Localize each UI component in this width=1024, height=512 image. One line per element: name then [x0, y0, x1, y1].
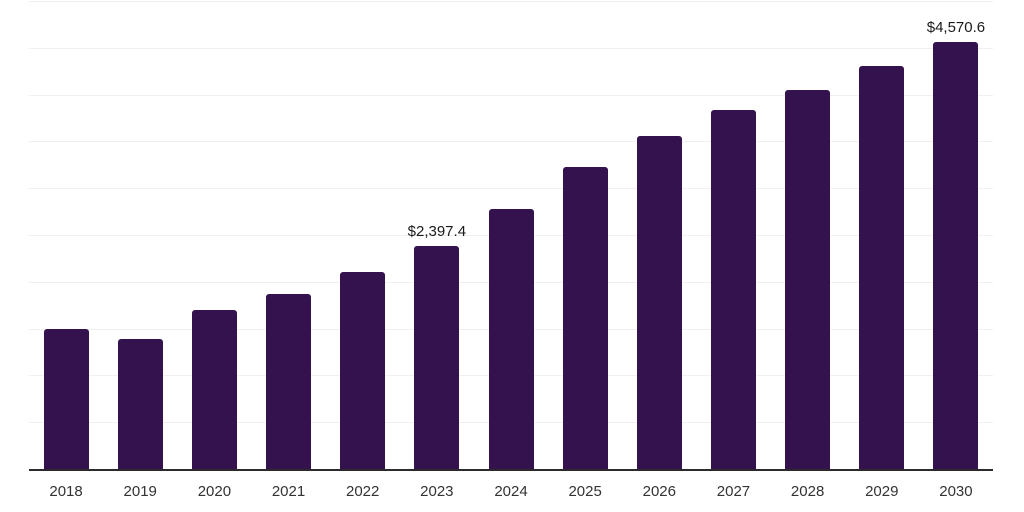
bar-2022: [340, 272, 386, 470]
x-tick-2022: 2022: [346, 483, 380, 500]
gridline: [29, 94, 993, 96]
bar-2025: [562, 166, 608, 470]
x-tick-2024: 2024: [494, 483, 528, 500]
x-tick-2019: 2019: [123, 483, 157, 500]
bar-2023: [414, 245, 460, 470]
bar-2024: [488, 208, 534, 470]
x-tick-2018: 2018: [49, 483, 83, 500]
bar-2027: [710, 110, 756, 470]
bar-2020: [191, 309, 237, 470]
x-axis-line: [29, 469, 993, 471]
x-tick-2029: 2029: [865, 483, 899, 500]
x-tick-2020: 2020: [197, 483, 232, 500]
bar-2021: [266, 294, 312, 470]
bar-2019: [117, 338, 163, 470]
bar-value-label-2023: $2,397.4: [407, 222, 467, 240]
x-tick-2030: 2030: [939, 483, 973, 500]
gridline: [29, 188, 993, 190]
bar-2028: [785, 89, 831, 470]
bar-2029: [859, 66, 905, 470]
x-tick-2023: 2023: [420, 483, 454, 500]
x-tick-2026: 2026: [642, 483, 676, 500]
gridline: [29, 141, 993, 143]
bar-value-label-2030: $4,570.6: [926, 19, 986, 37]
bar-2026: [636, 135, 682, 470]
plot-area: $2,397.4 $4,570.6: [29, 1, 993, 470]
gridline: [29, 1, 993, 2]
bar-2018: [43, 329, 89, 470]
x-tick-2028: 2028: [790, 483, 825, 500]
gridline: [29, 47, 993, 49]
x-tick-2027: 2027: [716, 483, 751, 500]
x-axis-tick-labels: 2018 2019 2020 2021 2022 2023 2024 2025 2026 2027…: [29, 483, 993, 504]
bar-2030: [933, 42, 979, 470]
x-tick-2021: 2021: [271, 483, 306, 500]
x-tick-2025: 2025: [568, 483, 602, 500]
